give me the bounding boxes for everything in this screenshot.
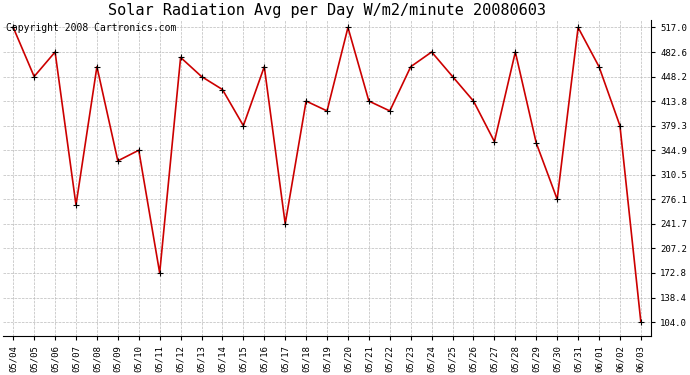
Title: Solar Radiation Avg per Day W/m2/minute 20080603: Solar Radiation Avg per Day W/m2/minute … [108, 3, 546, 18]
Text: Copyright 2008 Cartronics.com: Copyright 2008 Cartronics.com [6, 24, 177, 33]
